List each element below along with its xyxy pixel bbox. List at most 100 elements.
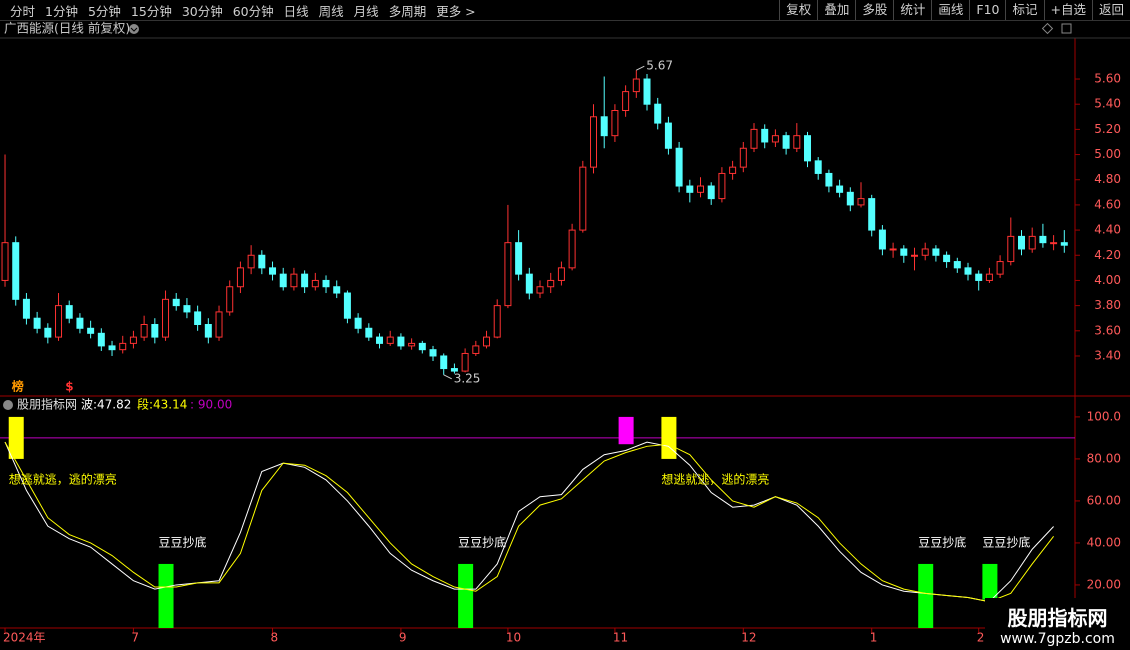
tool-button[interactable]: 画线: [931, 0, 969, 20]
candle-body: [129, 336, 137, 344]
candle-body: [643, 78, 651, 105]
candle-body: [932, 248, 940, 256]
candle-body: [686, 185, 694, 193]
period-tab[interactable]: 周线: [318, 3, 344, 19]
indicator-line: [4, 441, 1054, 603]
signal-bar: [158, 563, 174, 628]
candle-body: [718, 172, 726, 200]
extreme-label: 3.25: [454, 371, 481, 385]
tool-buttons: 复权 叠加 多股 统计 画线 F10 标记 +自选 返回: [779, 0, 1130, 20]
candle-body: [354, 317, 362, 329]
tool-button[interactable]: +自选: [1043, 0, 1092, 20]
legend-value: 43.14: [153, 398, 187, 412]
candle-body: [247, 254, 255, 269]
menu-icon[interactable]: [3, 400, 13, 410]
icon[interactable]: [1061, 23, 1072, 34]
menu-arrow: [130, 27, 138, 32]
candle-body: [611, 109, 619, 137]
candle-body: [996, 261, 1004, 275]
period-tab[interactable]: 月线: [353, 3, 379, 19]
period-tab[interactable]: 5分钟: [87, 3, 121, 19]
y-tick-label: 5.40: [1094, 97, 1121, 111]
candle-body: [162, 298, 170, 338]
y-tick-label: 3.80: [1094, 298, 1121, 312]
candle-body: [739, 147, 747, 168]
y-tick-label: 20.00: [1087, 577, 1121, 591]
period-tab[interactable]: 15分钟: [130, 3, 172, 19]
candle-body: [868, 198, 876, 231]
y-tick-label: 4.00: [1094, 273, 1121, 287]
candle-body: [65, 305, 73, 319]
signal-bar: [918, 563, 934, 628]
candle-body: [1018, 235, 1026, 250]
period-tab[interactable]: 30分钟: [181, 3, 223, 19]
candle-body: [836, 185, 844, 193]
candle-body: [504, 242, 512, 307]
period-tab[interactable]: 分时: [10, 3, 36, 19]
candle-body: [814, 160, 822, 174]
candle-body: [386, 336, 394, 344]
y-tick-label: 4.40: [1094, 223, 1121, 237]
candle-body: [654, 103, 662, 124]
legend-name: 段:: [137, 397, 153, 412]
y-tick-label: 4.20: [1094, 248, 1121, 262]
candle-body: [108, 345, 116, 351]
tool-button[interactable]: 复权: [779, 0, 817, 20]
indicator-line: [4, 441, 1054, 603]
legend-name: 波:: [81, 398, 97, 412]
legend-value: 47.82: [97, 398, 131, 412]
period-tab[interactable]: 日线: [283, 3, 309, 19]
tool-button[interactable]: 返回: [1091, 0, 1130, 20]
candle-body: [900, 248, 908, 256]
candle-body: [750, 128, 758, 149]
extreme-label: 5.67: [646, 59, 673, 73]
candle-body: [536, 286, 544, 294]
candle-body: [461, 352, 469, 372]
period-tab[interactable]: 多周期: [388, 3, 427, 19]
y-tick-label: 80.00: [1087, 451, 1121, 465]
candle-body: [376, 336, 384, 344]
candle-body: [236, 267, 244, 288]
period-tab[interactable]: 1分钟: [45, 3, 78, 19]
candle-body: [226, 286, 234, 313]
candle-body: [365, 327, 373, 338]
candle-body: [515, 242, 523, 275]
annotation: 豆豆抄底: [982, 534, 1030, 549]
period-tab[interactable]: 60分钟: [232, 3, 274, 19]
tool-button[interactable]: 叠加: [817, 0, 855, 20]
tool-button[interactable]: 标记: [1005, 0, 1043, 20]
candle-body: [675, 147, 683, 187]
candle-body: [579, 166, 587, 231]
candle-body: [418, 342, 426, 351]
y-tick-label: 3.60: [1094, 323, 1121, 337]
candle-body: [1028, 235, 1036, 250]
menu-icon[interactable]: [129, 24, 139, 34]
candle-body: [622, 91, 630, 111]
icon[interactable]: [1041, 22, 1054, 35]
candle-body: [1007, 235, 1015, 263]
candle-body: [258, 254, 266, 269]
marker: 榜: [12, 379, 24, 394]
candle-body: [975, 273, 983, 281]
candle-body: [825, 172, 833, 187]
chart-title: 广西能源(日线 前复权): [4, 21, 130, 36]
tool-button[interactable]: F10: [969, 0, 1005, 20]
candle-body: [493, 305, 501, 338]
x-tick-label: 2: [977, 631, 985, 645]
x-tick-label: 12: [741, 631, 756, 645]
signal-bar: [8, 416, 24, 459]
candle-body: [953, 261, 961, 269]
candle-body: [729, 166, 737, 174]
x-tick-label: 2024年: [3, 631, 46, 645]
y-tick-label: 60.00: [1087, 493, 1121, 507]
y-tick-label: 5.60: [1094, 72, 1121, 86]
tool-button[interactable]: 多股: [855, 0, 893, 20]
candle-body: [183, 305, 191, 313]
candle-body: [322, 279, 330, 288]
candle-body: [771, 135, 779, 143]
tool-button[interactable]: 统计: [893, 0, 931, 20]
annotation: 想逃就逃，逃的漂亮: [9, 471, 117, 486]
period-tab[interactable]: 更多 >: [436, 3, 476, 19]
candle-body: [1039, 235, 1047, 244]
